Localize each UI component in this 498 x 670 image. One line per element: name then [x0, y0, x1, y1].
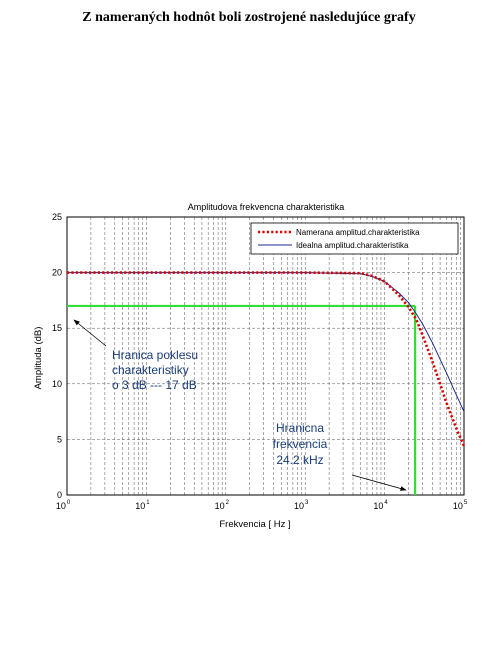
plot-frame	[66, 216, 465, 496]
x-tick-label: 104	[373, 500, 388, 511]
threshold-arrow	[73, 319, 107, 347]
y-tick-label: 10	[52, 379, 62, 389]
legend: Namerana amplitud.charakteristika Idealn…	[250, 222, 459, 255]
series-line-measured	[67, 271, 466, 447]
threshold-annotation-line-1: Hranica poklesu	[112, 348, 198, 362]
x-tick-label: 102	[215, 500, 230, 511]
x-tick-label: 101	[135, 500, 150, 511]
threshold-annotation-line-3: o 3 dB --- 17 dB	[112, 378, 197, 392]
cutoff-annotation: Hranicna frekvencia 24.2 kHz	[273, 421, 407, 491]
grid	[67, 217, 464, 495]
cutoff-annotation-line-2: frekvencia	[273, 437, 328, 451]
cutoff-annotation-line-1: Hranicna	[276, 421, 324, 435]
y-tick-label: 5	[57, 434, 62, 444]
y-tick-label: 0	[57, 490, 62, 500]
page-heading: Z nameraných hodnôt boli zostrojené nasl…	[82, 10, 416, 25]
cutoff-annotation-line-3: 24.2 kHz	[276, 453, 323, 467]
x-axis-label: Frekvencia [ Hz ]	[219, 519, 290, 530]
cutoff-arrow	[351, 474, 407, 491]
x-tick-label: 103	[294, 500, 309, 511]
x-axis-ticks: 100 101 102 103 104 105	[56, 500, 468, 511]
threshold-annotation: Hranica poklesu charakteristiky o 3 dB -…	[73, 319, 198, 392]
chart-title: Amplitudova frekvencna charakteristika	[188, 202, 345, 212]
y-axis-label: Amplituda (dB)	[33, 327, 44, 390]
legend-label-measured: Namerana amplitud.charakteristika	[296, 228, 420, 237]
y-tick-label: 15	[52, 323, 62, 333]
x-tick-label: 100	[56, 500, 71, 511]
x-tick-label: 105	[453, 500, 468, 511]
y-tick-label: 20	[52, 268, 62, 278]
y-tick-label: 25	[52, 212, 62, 222]
legend-label-ideal: Idealna amplitud.charakteristika	[296, 241, 409, 250]
legend-box	[250, 222, 459, 255]
y-axis-ticks: 0 5 10 15 20 25	[52, 212, 62, 500]
threshold-annotation-line-2: charakteristiky	[112, 363, 189, 377]
